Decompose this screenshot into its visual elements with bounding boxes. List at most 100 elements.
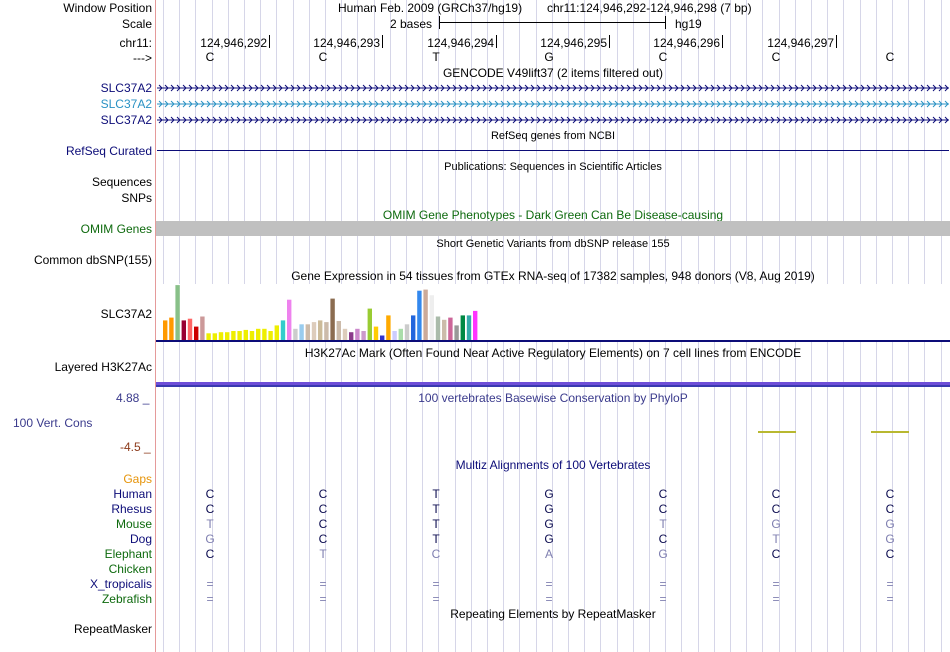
- gtex-tissue-bar[interactable]: [373, 326, 379, 340]
- gtex-tissue-bar[interactable]: [256, 328, 261, 340]
- omim-track-title[interactable]: OMIM Gene Phenotypes - Dark Green Can Be…: [382, 208, 724, 222]
- gtex-tissue-bar[interactable]: [466, 315, 472, 340]
- refseq-track-title[interactable]: RefSeq genes from NCBI: [490, 130, 616, 142]
- gtex-tissue-bar[interactable]: [460, 315, 465, 340]
- gtex-tissue-bar[interactable]: [435, 316, 441, 341]
- gtex-tissue-bar[interactable]: [181, 320, 186, 340]
- gtex-tissue-bar[interactable]: [293, 328, 298, 340]
- gtex-bar-chart[interactable]: [156, 284, 950, 340]
- gtex-tissue-bar[interactable]: [194, 326, 199, 340]
- multiz-species-label[interactable]: Dog: [129, 532, 152, 546]
- gtex-tissue-bar[interactable]: [349, 332, 354, 340]
- sequences-track-label[interactable]: Sequences: [91, 175, 152, 189]
- gtex-tissue-bar[interactable]: [311, 322, 317, 340]
- gtex-tissue-bar[interactable]: [237, 331, 242, 340]
- omim-track-label[interactable]: OMIM Genes: [80, 222, 152, 236]
- strand-arrow: [824, 100, 829, 108]
- gtex-tissue-bar[interactable]: [324, 322, 329, 340]
- multiz-species-label[interactable]: Mouse: [115, 517, 152, 531]
- gtex-tissue-bar[interactable]: [231, 331, 236, 340]
- multiz-species-label[interactable]: Human: [113, 487, 152, 501]
- refseq-track-label[interactable]: RefSeq Curated: [65, 144, 152, 158]
- gtex-tissue-bar[interactable]: [392, 331, 397, 340]
- publications-track-title[interactable]: Publications: Sequences in Scientific Ar…: [444, 161, 662, 173]
- gtex-tissue-bar[interactable]: [473, 310, 478, 340]
- refseq-gene-line[interactable]: [157, 150, 949, 151]
- multiz-species-label[interactable]: Zebrafish: [101, 592, 152, 606]
- cons-track-label[interactable]: 100 Vert. Cons: [13, 416, 93, 430]
- gtex-tissue-bar[interactable]: [212, 333, 217, 340]
- position-readout[interactable]: chr11:124,946,292-124,946,298 (7 bp): [547, 1, 752, 15]
- gtex-tissue-bar[interactable]: [274, 325, 279, 340]
- gtex-tissue-bar[interactable]: [355, 328, 360, 340]
- gtex-tissue-bar[interactable]: [423, 289, 428, 340]
- snps-track-label[interactable]: SNPs: [121, 191, 152, 205]
- multiz-species-label[interactable]: Chicken: [108, 562, 152, 576]
- strand-arrow: [338, 100, 343, 108]
- strand-arrow: [314, 84, 319, 92]
- gencode-transcript-line[interactable]: [157, 114, 949, 126]
- gtex-tissue-bar[interactable]: [200, 316, 205, 341]
- gencode-transcript-line[interactable]: [157, 98, 949, 110]
- gtex-tissue-bar[interactable]: [330, 298, 335, 340]
- gtex-tissue-bar[interactable]: [268, 331, 273, 340]
- gtex-tissue-bar[interactable]: [175, 285, 180, 340]
- gencode-track-title[interactable]: GENCODE V49lift37 (2 items filtered out): [442, 66, 664, 80]
- gtex-tissue-bar[interactable]: [305, 324, 310, 340]
- strand-arrow: [668, 116, 673, 124]
- gtex-tissue-bar[interactable]: [398, 328, 403, 340]
- gtex-tissue-bar[interactable]: [342, 328, 348, 340]
- gtex-tissue-bar[interactable]: [411, 315, 416, 340]
- gtex-chart-area[interactable]: [156, 284, 950, 340]
- cons-negative-marks[interactable]: [156, 424, 950, 440]
- cons-track-title[interactable]: 100 vertebrates Basewise Conservation by…: [418, 391, 688, 405]
- gtex-tissue-bar[interactable]: [243, 329, 248, 340]
- gtex-tissue-bar[interactable]: [280, 320, 286, 340]
- gtex-tissue-bar[interactable]: [361, 331, 366, 340]
- dbsnp-track-label[interactable]: Common dbSNP(155): [33, 253, 152, 267]
- gtex-tissue-bar[interactable]: [448, 317, 453, 340]
- omim-phenotype-bar[interactable]: [156, 221, 950, 236]
- gtex-tissue-bar[interactable]: [367, 308, 372, 340]
- gtex-tissue-bar[interactable]: [336, 321, 341, 340]
- gtex-track-label[interactable]: SLC37A2: [100, 307, 152, 321]
- gencode-item-label[interactable]: SLC37A2: [100, 81, 152, 95]
- gtex-tissue-bar[interactable]: [218, 332, 224, 340]
- gencode-item-label[interactable]: SLC37A2: [100, 97, 152, 111]
- repeatmasker-track-title[interactable]: Repeating Elements by RepeatMasker: [450, 607, 656, 621]
- h3k27ac-track-label[interactable]: Layered H3K27Ac: [54, 360, 152, 374]
- gencode-transcript-line[interactable]: [157, 82, 949, 94]
- h3k27ac-signal-bar-lower[interactable]: [156, 385, 950, 387]
- strand-arrow: [200, 84, 205, 92]
- repeatmasker-track-label[interactable]: RepeatMasker: [73, 622, 152, 636]
- strand-arrow: [458, 116, 463, 124]
- gtex-tissue-bar[interactable]: [249, 331, 255, 340]
- gtex-tissue-bar[interactable]: [262, 328, 267, 340]
- multiz-species-label[interactable]: Gaps: [123, 472, 152, 486]
- gtex-tissue-bar[interactable]: [454, 325, 459, 340]
- gtex-track-title[interactable]: Gene Expression in 54 tissues from GTEx …: [291, 269, 815, 283]
- gtex-tissue-bar[interactable]: [417, 290, 422, 340]
- gtex-tissue-bar[interactable]: [187, 318, 193, 340]
- gencode-item-label[interactable]: SLC37A2: [100, 113, 152, 127]
- gtex-tissue-bar[interactable]: [299, 324, 304, 340]
- h3k27ac-track-title[interactable]: H3K27Ac Mark (Often Found Near Active Re…: [304, 346, 802, 360]
- dbsnp-track-title[interactable]: Short Genetic Variants from dbSNP releas…: [436, 238, 670, 250]
- gtex-tissue-bar[interactable]: [442, 319, 447, 340]
- gtex-tissue-bar[interactable]: [386, 315, 391, 340]
- multiz-species-label[interactable]: X_tropicalis: [89, 577, 152, 591]
- multiz-track-title[interactable]: Multiz Alignments of 100 Vertebrates: [455, 458, 651, 472]
- gtex-tissue-bar[interactable]: [206, 333, 211, 340]
- gtex-tissue-bar[interactable]: [287, 299, 292, 340]
- gtex-tissue-bar[interactable]: [380, 335, 385, 341]
- strand-arrow: [392, 116, 397, 124]
- gtex-tissue-bar[interactable]: [169, 317, 174, 340]
- gtex-tissue-bar[interactable]: [429, 295, 434, 340]
- multiz-species-label[interactable]: Elephant: [104, 547, 152, 561]
- gtex-tissue-bar[interactable]: [163, 320, 168, 340]
- multiz-species-label[interactable]: Rhesus: [111, 502, 152, 516]
- gtex-tissue-bar[interactable]: [404, 324, 410, 340]
- h3k27ac-signal-bar[interactable]: [156, 382, 950, 385]
- gtex-tissue-bar[interactable]: [225, 332, 230, 340]
- gtex-tissue-bar[interactable]: [318, 320, 323, 340]
